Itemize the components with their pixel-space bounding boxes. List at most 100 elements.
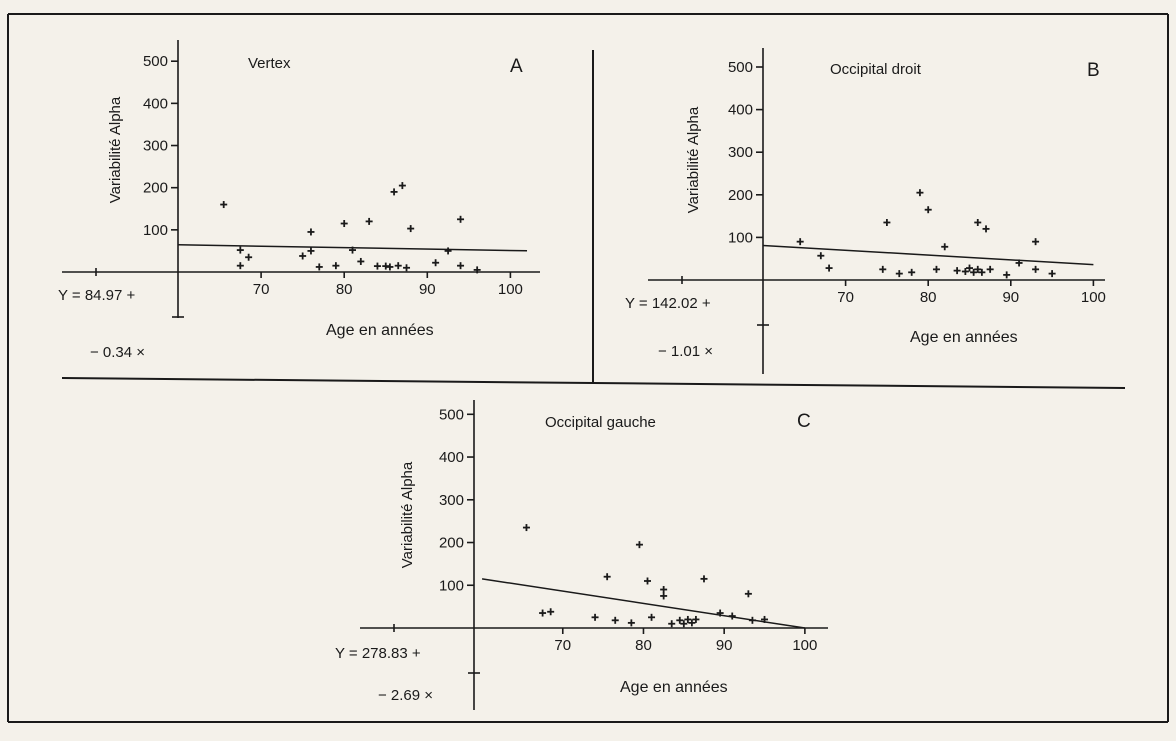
y-axis-label: Variabilité Alpha xyxy=(399,461,416,568)
data-point xyxy=(688,619,696,627)
data-point xyxy=(591,613,599,621)
data-point xyxy=(941,243,949,251)
data-point xyxy=(365,217,373,225)
data-point xyxy=(236,246,244,254)
data-point xyxy=(457,262,465,270)
x-tick-label: 70 xyxy=(253,281,270,298)
equation-line-2: − 2.69 × xyxy=(378,687,433,704)
data-point xyxy=(386,263,394,271)
data-point xyxy=(676,616,684,624)
x-tick-label: 90 xyxy=(419,281,436,298)
panel-title: Occipital gauche xyxy=(545,414,656,431)
x-tick-label: 100 xyxy=(498,281,523,298)
equation-line-2: − 0.34 × xyxy=(90,344,145,361)
data-point xyxy=(644,577,652,585)
data-point xyxy=(373,262,381,270)
data-point xyxy=(407,225,415,233)
data-point xyxy=(692,615,700,623)
data-point xyxy=(1015,259,1023,267)
y-tick-label: 100 xyxy=(143,222,168,239)
data-point xyxy=(349,246,357,254)
data-point xyxy=(978,268,986,276)
data-point xyxy=(603,573,611,581)
y-tick-label: 500 xyxy=(728,59,753,76)
regression-line xyxy=(481,578,805,629)
x-tick-label: 100 xyxy=(1081,289,1106,306)
data-point xyxy=(684,615,692,623)
data-point xyxy=(916,189,924,197)
panel-letter: A xyxy=(510,56,523,77)
x-axis-label: Age en années xyxy=(326,322,434,339)
data-point xyxy=(924,206,932,214)
y-tick-label: 400 xyxy=(143,95,168,112)
panel-a: 100 200 300 400 500 70 80 90 100 Vertex A Y = 84.97… xyxy=(58,40,540,361)
data-point xyxy=(444,247,452,255)
x-tick-label: 80 xyxy=(920,289,937,306)
data-point xyxy=(539,609,547,617)
data-point xyxy=(332,262,340,270)
y-tick-label: 400 xyxy=(439,449,464,466)
y-axis-label: Variabilité Alpha xyxy=(107,96,124,203)
y-tick-label: 300 xyxy=(439,492,464,509)
data-point xyxy=(895,270,903,278)
y-tick-label: 200 xyxy=(143,180,168,197)
x-axis-label: Age en années xyxy=(910,329,1018,346)
x-tick-label: 100 xyxy=(792,637,817,654)
data-point xyxy=(728,612,736,620)
panel-title: Vertex xyxy=(248,55,291,72)
data-point xyxy=(883,218,891,226)
panel-letter: C xyxy=(797,411,811,432)
data-point xyxy=(817,252,825,260)
x-tick-label: 90 xyxy=(1002,289,1019,306)
y-axis-label: Variabilité Alpha xyxy=(685,106,702,213)
data-point xyxy=(700,575,708,583)
data-point xyxy=(307,228,315,236)
panel-b: 100 200 300 400 500 70 80 90 100 Occipital droit B… xyxy=(625,48,1106,374)
x-tick-label: 70 xyxy=(554,637,571,654)
y-tick-label: 500 xyxy=(439,406,464,423)
data-point xyxy=(970,268,978,276)
data-point xyxy=(660,592,668,600)
data-point xyxy=(953,267,961,275)
y-tick-label: 300 xyxy=(143,138,168,155)
panel-c: 100 200 300 400 500 70 80 90 100 Occipital gauche… xyxy=(335,400,828,710)
x-tick-label: 90 xyxy=(716,637,733,654)
data-point xyxy=(748,616,756,624)
data-point xyxy=(457,215,465,223)
data-point xyxy=(1048,270,1056,278)
data-point xyxy=(307,247,315,255)
data-point xyxy=(611,616,619,624)
data-point xyxy=(668,620,676,628)
data-point xyxy=(1032,265,1040,273)
y-tick-label: 300 xyxy=(728,144,753,161)
data-point xyxy=(966,264,973,272)
data-point xyxy=(340,220,348,228)
equation-line-2: − 1.01 × xyxy=(658,343,713,360)
data-point xyxy=(357,257,365,265)
x-axis-label: Age en années xyxy=(620,679,728,696)
data-point xyxy=(245,253,253,261)
data-point xyxy=(398,182,406,190)
data-point xyxy=(932,265,940,273)
data-point xyxy=(1003,271,1011,279)
x-tick-label: 80 xyxy=(635,637,652,654)
data-point xyxy=(680,620,688,628)
data-point xyxy=(660,586,668,594)
data-point xyxy=(390,188,398,196)
data-point xyxy=(432,259,440,267)
data-point xyxy=(825,264,833,272)
data-point xyxy=(908,268,916,276)
x-tick-label: 70 xyxy=(837,289,854,306)
data-point xyxy=(986,265,994,273)
data-point xyxy=(879,265,887,273)
data-point xyxy=(716,609,724,617)
data-point xyxy=(547,608,555,616)
panel-title: Occipital droit xyxy=(830,61,922,78)
data-point xyxy=(299,252,307,260)
data-point xyxy=(394,262,402,270)
data-point xyxy=(315,263,323,271)
data-point xyxy=(974,265,982,273)
data-point xyxy=(974,218,982,226)
data-point xyxy=(473,266,481,274)
regression-line xyxy=(762,244,1094,266)
